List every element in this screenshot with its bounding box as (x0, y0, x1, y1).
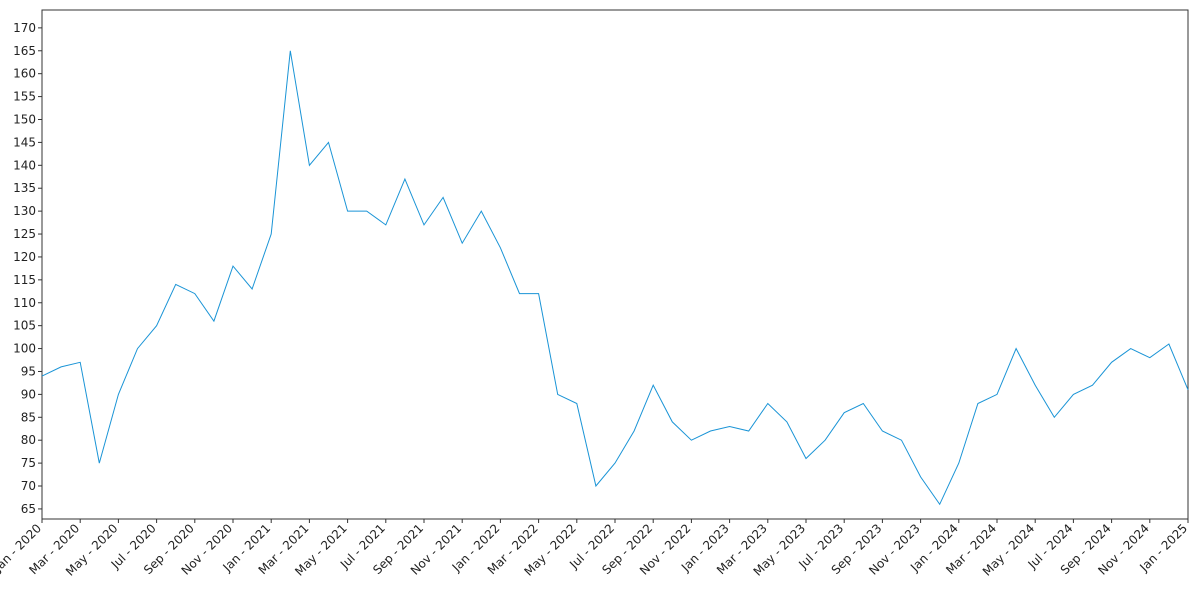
y-tick-label: 170 (13, 21, 36, 35)
y-tick-label: 75 (21, 456, 36, 470)
plot-frame (41, 9, 1189, 520)
y-tick-label: 165 (13, 44, 36, 58)
y-tick-label: 115 (13, 273, 36, 287)
y-tick-label: 85 (21, 410, 36, 424)
y-tick-label: 145 (13, 135, 36, 149)
y-tick-label: 80 (21, 433, 36, 447)
y-tick-label: 65 (21, 502, 36, 516)
y-tick-label: 135 (13, 181, 36, 195)
y-tick-label: 155 (13, 90, 36, 104)
y-tick-label: 120 (13, 250, 36, 264)
y-tick-label: 160 (13, 67, 36, 81)
y-tick-label: 150 (13, 112, 36, 126)
y-tick-label: 125 (13, 227, 36, 241)
y-tick-label: 70 (21, 479, 36, 493)
y-tick-label: 100 (13, 342, 36, 356)
y-tick-label: 140 (13, 158, 36, 172)
y-tick-label: 130 (13, 204, 36, 218)
y-tick-label: 95 (21, 364, 36, 378)
y-tick-label: 105 (13, 319, 36, 333)
line (41, 50, 1189, 506)
y-tick-label: 110 (13, 296, 36, 310)
y-tick-label: 90 (21, 387, 36, 401)
